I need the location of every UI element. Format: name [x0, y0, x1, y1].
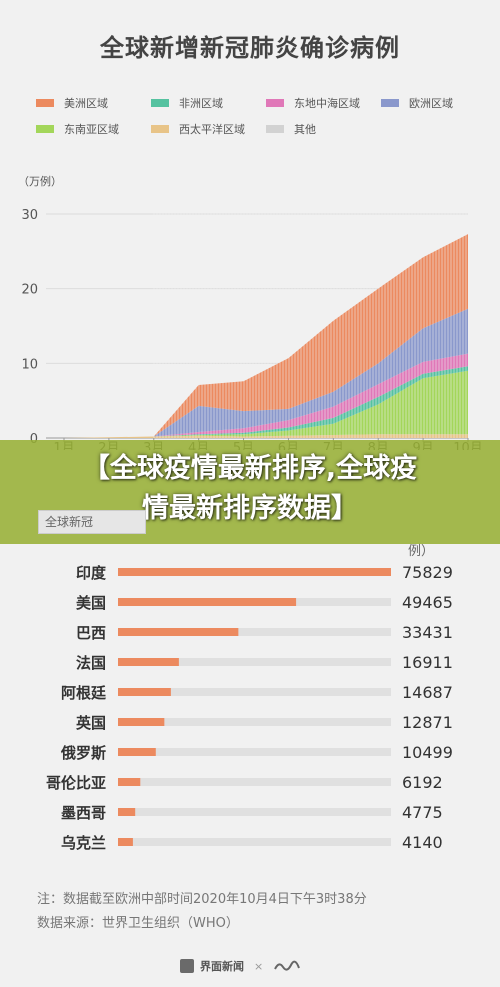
daily-bars-texture: [153, 199, 467, 438]
bar-category-label: 墨西哥: [61, 804, 106, 822]
y-tick-label: 0: [30, 432, 38, 447]
bar-value-label: 49465: [402, 593, 453, 612]
legend-swatch-americas: [36, 99, 54, 107]
bar-category-label: 美国: [76, 594, 106, 612]
bar-category-label: 巴西: [76, 624, 106, 642]
legend-swatch-se_asia: [36, 125, 54, 133]
chart-note: 注：数据截至欧洲中部时间2020年10月4日下午3时38分: [37, 892, 367, 907]
legend-swatch-other: [266, 125, 284, 133]
area-series-africa: [64, 366, 468, 438]
bar-row: 印度 75829: [76, 563, 453, 582]
section2-title: 全球新冠: [38, 510, 146, 534]
y-tick-label: 10: [21, 357, 38, 372]
brand-logo-icon: [180, 959, 194, 973]
y-unit-label: （万例）: [18, 174, 62, 188]
chart-source: 数据来源：世界卫生组织（WHO）: [37, 916, 239, 931]
legend-item-west_pacific: 西太平洋区域: [151, 121, 266, 137]
bar-value-label: 75829: [402, 563, 453, 582]
legend-swatch-europe: [381, 99, 399, 107]
banner-title: 【全球疫情最新排序,全球疫 情最新排序数据】: [0, 449, 500, 529]
bar: [118, 778, 141, 786]
bar: [118, 598, 297, 606]
bar-row: 乌克兰 4140: [61, 833, 443, 852]
bar-track: [118, 808, 391, 816]
bar: [118, 628, 239, 636]
bar-row: 哥伦比亚 6192: [46, 773, 443, 792]
brand-name: 界面新闻: [200, 960, 244, 973]
bar-category-label: 法国: [76, 654, 106, 672]
bar: [118, 568, 391, 576]
banner-title-line2: 情最新排序数据】: [142, 493, 358, 524]
y-tick-label: 20: [21, 283, 38, 298]
bar-chart: 印度 75829 美国 49465 巴西 33431 法国 16911 阿根廷 14687 英国 12…: [46, 563, 453, 852]
bar-track: [118, 658, 391, 666]
bar-value-label: 12871: [402, 713, 453, 732]
bar-track: [118, 748, 391, 756]
chart-title: 全球新增新冠肺炎确诊病例: [100, 34, 400, 62]
bar: [118, 808, 136, 816]
partner-logo-icon: [274, 960, 301, 971]
bar-category-label: 英国: [76, 714, 106, 732]
bar-category-label: 哥伦比亚: [46, 774, 106, 792]
bar-row: 墨西哥 4775: [61, 803, 443, 822]
bar-track: [118, 718, 391, 726]
legend-item-americas: 美洲区域: [36, 95, 151, 111]
y-tick-label: 30: [21, 208, 38, 223]
bar-row: 俄罗斯 10499: [60, 743, 453, 762]
bar-value-label: 16911: [402, 653, 453, 672]
legend-item-east_med: 东地中海区域: [266, 95, 381, 111]
bar-track: [118, 838, 391, 846]
legend-swatch-west_pacific: [151, 125, 169, 133]
brand-separator: ×: [254, 959, 264, 973]
legend-label-africa: 非洲区域: [179, 97, 223, 110]
legend-label-europe: 欧洲区域: [409, 97, 453, 110]
bar: [118, 748, 156, 756]
legend-label-other: 其他: [294, 123, 316, 136]
legend-swatch-east_med: [266, 99, 284, 107]
area-series-americas: [64, 234, 468, 438]
bar-track: [118, 628, 391, 636]
legend-item-europe: 欧洲区域: [381, 95, 476, 111]
bar-unit-label: 例）: [408, 544, 435, 559]
bar-value-label: 6192: [402, 773, 443, 792]
bar-row: 巴西 33431: [76, 623, 453, 642]
bar-value-label: 14687: [402, 683, 453, 702]
legend-swatch-africa: [151, 99, 169, 107]
bar-track: [118, 778, 391, 786]
bar: [118, 838, 133, 846]
bar-value-label: 4775: [402, 803, 443, 822]
chart-legend: 美洲区域 非洲区域 东地中海区域 欧洲区域东南亚区域 西太平洋区域 其他: [36, 95, 476, 137]
bar-row: 英国 12871: [76, 713, 453, 732]
bar-category-label: 乌克兰: [61, 834, 106, 852]
bar-category-label: 俄罗斯: [60, 744, 106, 762]
legend-item-africa: 非洲区域: [151, 95, 266, 111]
bar: [118, 658, 179, 666]
bar-value-label: 33431: [402, 623, 453, 642]
legend-item-se_asia: 东南亚区域: [36, 121, 151, 137]
bar-row: 法国 16911: [76, 653, 453, 672]
legend-item-other: 其他: [266, 121, 381, 137]
area-series-east_med: [64, 353, 468, 438]
bar: [118, 718, 165, 726]
banner-title-line1: 【全球疫情最新排序,全球疫: [82, 453, 418, 484]
bar-category-label: 印度: [76, 564, 107, 582]
legend-label-east_med: 东地中海区域: [294, 97, 360, 110]
legend-label-west_pacific: 西太平洋区域: [179, 123, 245, 136]
bar: [118, 688, 171, 696]
bar-value-label: 4140: [402, 833, 443, 852]
footer-logo: 界面新闻 ×: [180, 957, 301, 975]
bar-category-label: 阿根廷: [61, 684, 107, 702]
legend-label-americas: 美洲区域: [64, 97, 108, 110]
area-chart: （万例）01020301月2月3月4月5月6月7月8月9月10月: [18, 174, 483, 450]
legend-label-se_asia: 东南亚区域: [64, 123, 119, 136]
bar-value-label: 10499: [402, 743, 453, 762]
bar-row: 美国 49465: [76, 593, 453, 612]
area-series-europe: [64, 308, 468, 438]
bar-track: [118, 688, 391, 696]
bar-row: 阿根廷 14687: [61, 683, 453, 702]
